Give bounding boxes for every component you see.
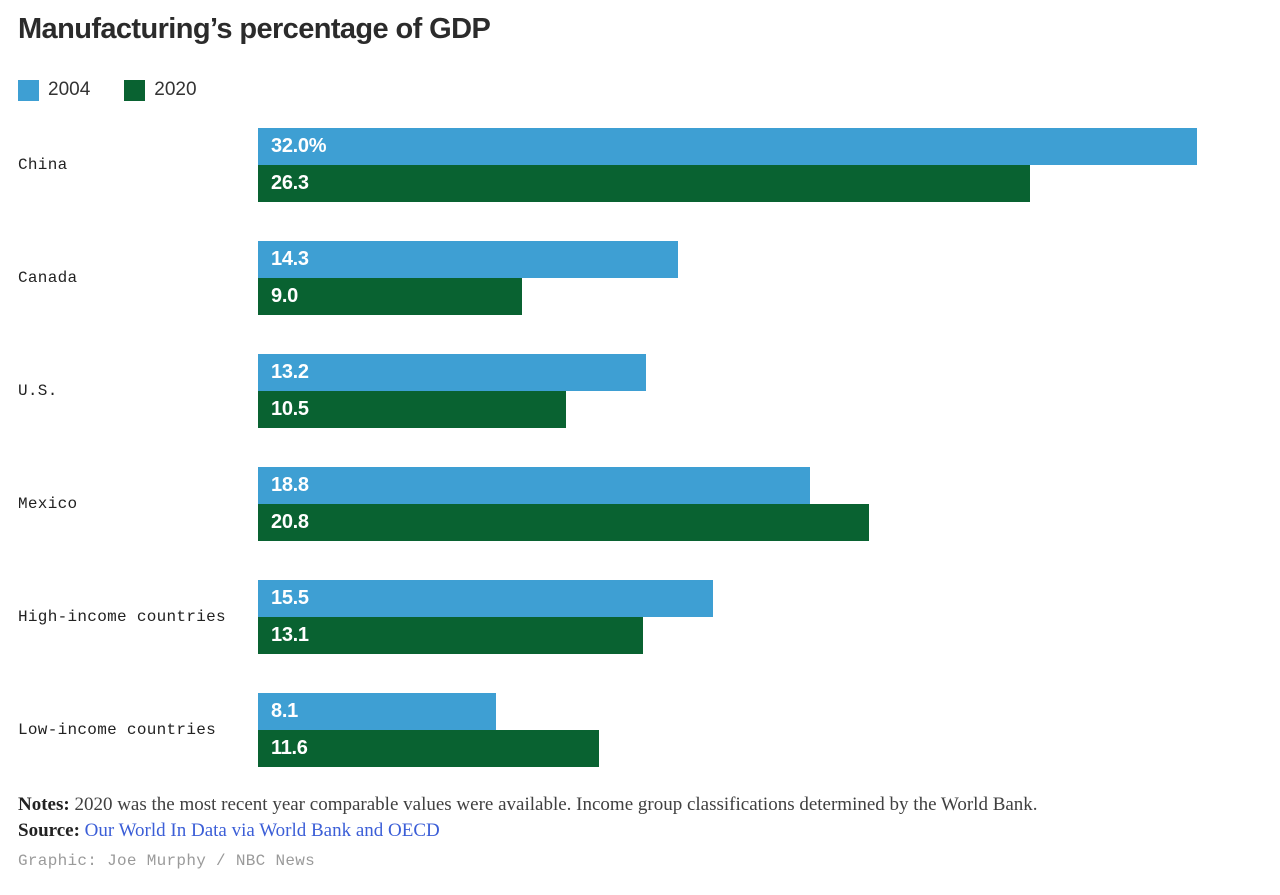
notes-line: Notes: 2020 was the most recent year com… — [18, 792, 1262, 818]
legend-swatch-2004 — [18, 79, 39, 101]
category-label: Canada — [18, 269, 78, 287]
legend: 2004 2020 — [18, 79, 1262, 101]
source-link[interactable]: Our World In Data via World Bank and OEC… — [84, 820, 440, 841]
bar-group: 15.5 13.1 — [258, 580, 1262, 654]
legend-swatch-2020 — [124, 79, 146, 101]
category-label: Mexico — [18, 495, 78, 513]
graphic-credit: Graphic: Joe Murphy / NBC News — [18, 852, 316, 870]
notes-label: Notes: — [18, 794, 70, 815]
bar-value-label: 26.3 — [271, 172, 309, 194]
bar-group: 18.8 20.8 — [258, 467, 1262, 541]
bar-value-label: 8.1 — [271, 700, 298, 722]
bar-group: 32.0% 26.3 — [258, 128, 1262, 202]
bar-value-label: 18.8 — [271, 474, 309, 496]
legend-label: 2004 — [48, 79, 91, 100]
source-label: Source: — [18, 820, 80, 841]
chart-row: Canada 14.3 9.0 — [18, 241, 1262, 315]
bar-2020: 13.1 — [258, 617, 643, 654]
chart-row: U.S. 13.2 10.5 — [18, 354, 1262, 428]
legend-label: 2020 — [154, 79, 197, 100]
bar-value-label: 15.5 — [271, 587, 309, 609]
bar-value-label: 9.0 — [271, 285, 298, 307]
bar-2020: 20.8 — [258, 504, 869, 541]
chart-title: Manufacturing’s percentage of GDP — [18, 13, 491, 45]
legend-item-2004: 2004 — [18, 79, 90, 101]
category-label: High-income countries — [18, 608, 226, 626]
bar-group: 13.2 10.5 — [258, 354, 1262, 428]
chart-row: High-income countries 15.5 13.1 — [18, 580, 1262, 654]
bar-value-label: 11.6 — [271, 737, 308, 759]
bar-2004: 13.2 — [258, 354, 646, 391]
category-label: Low-income countries — [18, 721, 217, 739]
source-line: Source: Our World In Data via World Bank… — [18, 818, 1262, 844]
bar-value-label: 13.1 — [271, 624, 309, 646]
bar-value-label: 13.2 — [271, 361, 309, 383]
bar-group: 8.1 11.6 — [258, 693, 1262, 767]
bar-2020: 26.3 — [258, 165, 1031, 202]
bar-2004: 14.3 — [258, 241, 678, 278]
bar-group: 14.3 9.0 — [258, 241, 1262, 315]
bar-2004: 15.5 — [258, 580, 714, 617]
bar-2004: 18.8 — [258, 467, 810, 504]
bar-value-label: 32.0% — [271, 135, 327, 157]
bar-2004: 8.1 — [258, 693, 496, 730]
bar-value-label: 14.3 — [271, 248, 309, 270]
bar-2020: 11.6 — [258, 730, 599, 767]
chart-footer: Notes: 2020 was the most recent year com… — [18, 792, 1262, 870]
bar-2004: 32.0% — [258, 128, 1198, 165]
chart-row: Low-income countries 8.1 11.6 — [18, 693, 1262, 767]
notes-text: 2020 was the most recent year comparable… — [69, 794, 1038, 815]
chart-row: China 32.0% 26.3 — [18, 128, 1262, 202]
bar-value-label: 20.8 — [271, 511, 309, 533]
category-label: China — [18, 156, 68, 174]
bar-chart: China 32.0% 26.3 Canada 14.3 9.0 U.S. 13.2 10.5 M… — [18, 128, 1262, 767]
category-label: U.S. — [18, 382, 58, 400]
bar-value-label: 10.5 — [271, 398, 309, 420]
bar-2020: 10.5 — [258, 391, 567, 428]
legend-item-2020: 2020 — [124, 79, 197, 101]
bar-2020: 9.0 — [258, 278, 523, 315]
chart-row: Mexico 18.8 20.8 — [18, 467, 1262, 541]
